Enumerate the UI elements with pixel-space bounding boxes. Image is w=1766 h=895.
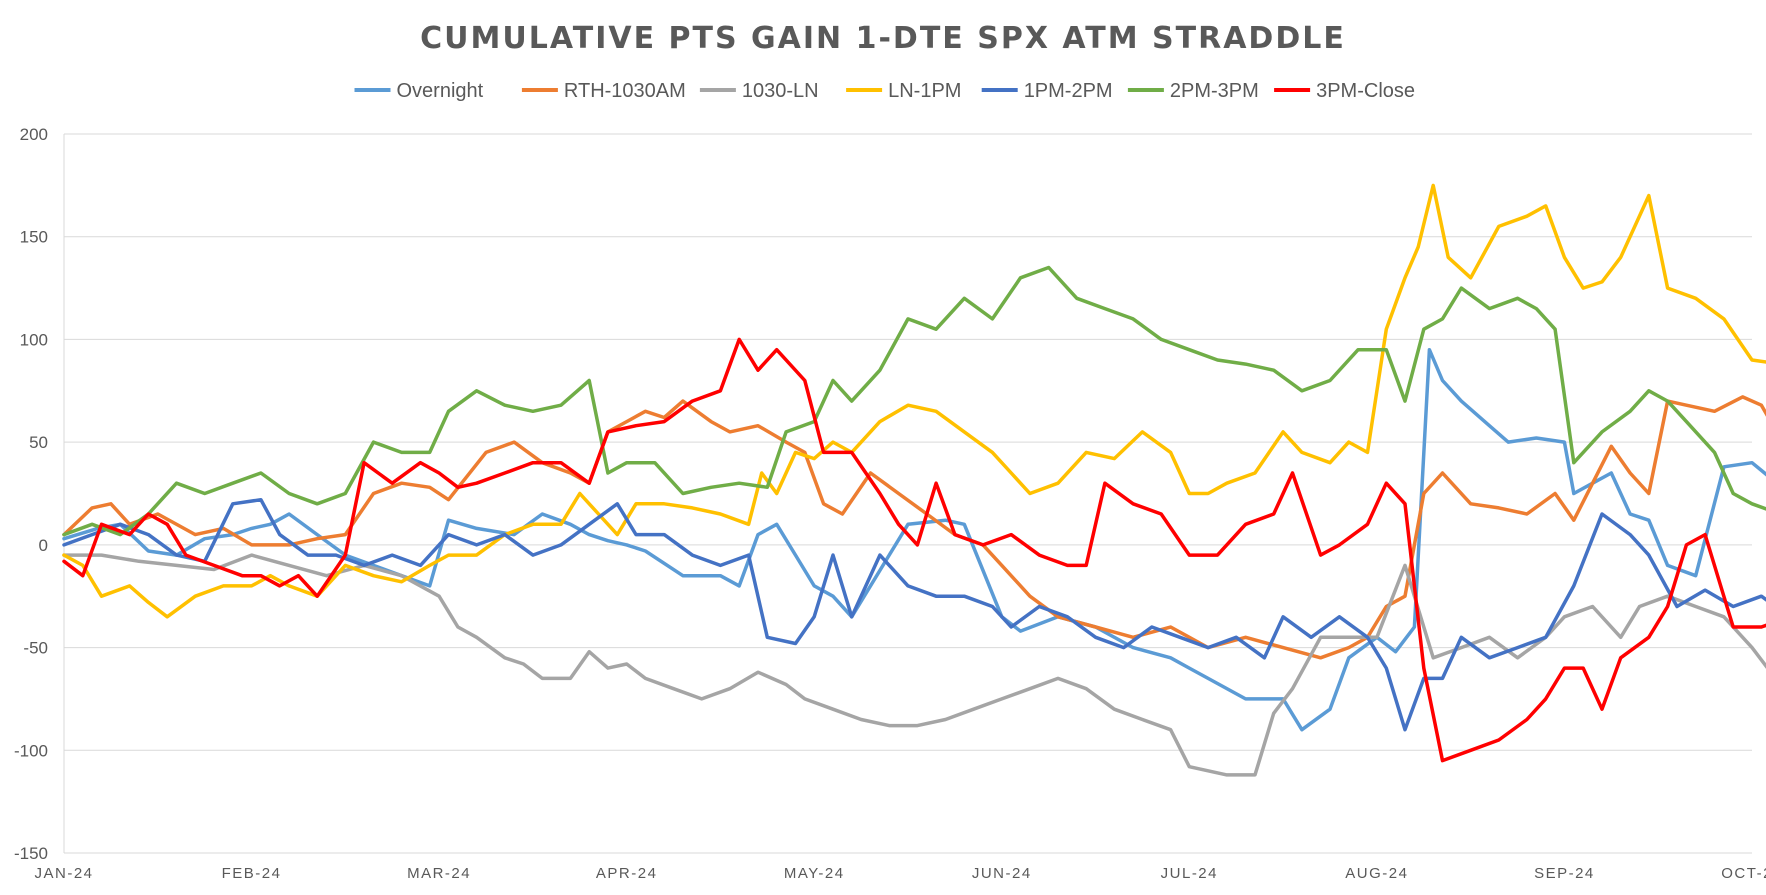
y-tick-label: 50 [29, 433, 48, 452]
chart-series [62, 183, 1766, 777]
legend-item: Overnight [354, 80, 484, 102]
legend-item: LN-1PM [846, 80, 961, 102]
legend-item: 1PM-2PM [981, 80, 1113, 102]
y-tick-label: 150 [20, 228, 48, 247]
series-line-1pm-2pm [62, 497, 1766, 732]
y-tick-label: -150 [14, 844, 48, 863]
y-tick-label: 200 [20, 125, 48, 144]
y-axis-ticks: 200 150 100 50 0 -50 -100 -150 [14, 125, 48, 863]
legend-label: 2PM-3PM [1170, 80, 1259, 102]
x-tick-label: JAN-24 [34, 865, 93, 882]
series-line-ln-1pm [62, 183, 1766, 619]
x-tick-label: OCT-24 [1721, 865, 1766, 882]
x-tick-label: SEP-24 [1534, 865, 1595, 882]
y-tick-label: 0 [39, 536, 48, 555]
legend-label: LN-1PM [888, 80, 961, 102]
legend-label: 3PM-Close [1316, 80, 1415, 102]
x-tick-label: FEB-24 [222, 865, 282, 882]
legend-label: RTH-1030AM [564, 80, 686, 102]
y-tick-label: -50 [23, 639, 48, 658]
x-tick-label: AUG-24 [1345, 865, 1408, 882]
series-line-overnight [62, 347, 1766, 732]
x-axis-ticks: JAN-24 FEB-24 MAR-24 APR-24 MAY-24 JUN-24 JUL-… [34, 865, 1766, 882]
series-line-1030-ln [62, 553, 1766, 777]
legend-label: 1PM-2PM [1024, 80, 1113, 102]
series-line-3pm-close [62, 337, 1766, 763]
x-tick-label: MAR-24 [407, 865, 471, 882]
x-tick-label: JUL-24 [1161, 865, 1218, 882]
legend-item: 2PM-3PM [1127, 80, 1259, 102]
legend-item: 3PM-Close [1274, 80, 1415, 102]
y-tick-label: -100 [14, 741, 48, 760]
series-line-2pm-3pm [62, 265, 1766, 537]
legend-item: RTH-1030AM [521, 80, 686, 102]
series-line-rth-1030am [62, 395, 1766, 660]
chart-title: CUMULATIVE PTS GAIN 1-DTE SPX ATM STRADD… [420, 21, 1346, 56]
chart-legend: Overnight RTH-1030AM 1030-LN LN-1PM 1PM-2PM 2… [354, 80, 1415, 102]
legend-label: Overnight [397, 80, 484, 102]
y-tick-label: 100 [20, 330, 48, 349]
legend-item: 1030-LN [699, 80, 819, 102]
x-tick-label: MAY-24 [784, 865, 845, 882]
chart-gridlines [63, 133, 1752, 854]
legend-label: 1030-LN [742, 80, 819, 102]
x-tick-label: JUN-24 [972, 865, 1032, 882]
x-tick-label: APR-24 [596, 865, 658, 882]
